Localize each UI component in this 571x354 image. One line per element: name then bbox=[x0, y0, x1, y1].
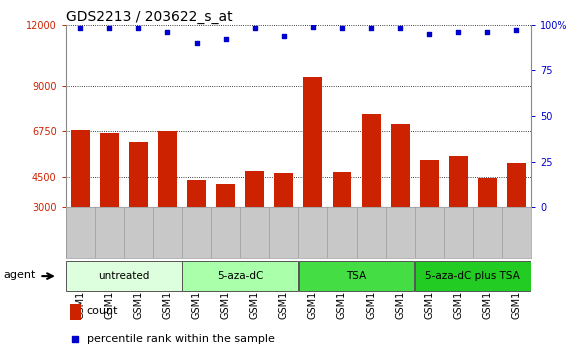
Bar bbox=[129, 142, 148, 268]
Bar bbox=[100, 133, 119, 268]
Point bbox=[396, 25, 405, 31]
Bar bbox=[332, 172, 351, 268]
Point bbox=[279, 33, 288, 39]
Point bbox=[75, 25, 85, 31]
Point bbox=[104, 25, 114, 31]
Text: TSA: TSA bbox=[347, 271, 367, 281]
Bar bbox=[158, 131, 177, 268]
Point bbox=[221, 36, 230, 42]
FancyBboxPatch shape bbox=[66, 261, 182, 291]
Point bbox=[512, 27, 521, 33]
Point bbox=[454, 29, 463, 35]
Bar bbox=[449, 156, 468, 268]
Point bbox=[483, 29, 492, 35]
Bar bbox=[391, 124, 409, 268]
Point bbox=[163, 29, 172, 35]
Bar bbox=[216, 184, 235, 268]
Text: 5-aza-dC: 5-aza-dC bbox=[217, 271, 263, 281]
FancyBboxPatch shape bbox=[182, 261, 298, 291]
Text: GDS2213 / 203622_s_at: GDS2213 / 203622_s_at bbox=[66, 10, 232, 24]
Bar bbox=[274, 173, 293, 268]
Point bbox=[337, 25, 347, 31]
Point bbox=[425, 31, 434, 37]
FancyBboxPatch shape bbox=[299, 261, 415, 291]
Point bbox=[134, 25, 143, 31]
Point bbox=[250, 25, 259, 31]
Text: percentile rank within the sample: percentile rank within the sample bbox=[87, 335, 275, 344]
FancyBboxPatch shape bbox=[415, 261, 530, 291]
Text: untreated: untreated bbox=[98, 271, 150, 281]
Point bbox=[192, 40, 201, 46]
Point bbox=[308, 24, 317, 29]
Text: agent: agent bbox=[3, 269, 35, 280]
Text: 5-aza-dC plus TSA: 5-aza-dC plus TSA bbox=[425, 271, 520, 281]
Point bbox=[71, 337, 80, 342]
Bar bbox=[246, 171, 264, 268]
Bar bbox=[187, 180, 206, 268]
Bar bbox=[507, 162, 526, 268]
Bar bbox=[478, 178, 497, 268]
Point bbox=[367, 25, 376, 31]
Bar bbox=[361, 114, 380, 268]
Text: count: count bbox=[87, 306, 118, 316]
Bar bbox=[71, 130, 90, 268]
Bar bbox=[70, 304, 81, 320]
Bar bbox=[303, 78, 323, 268]
Bar bbox=[420, 160, 439, 268]
